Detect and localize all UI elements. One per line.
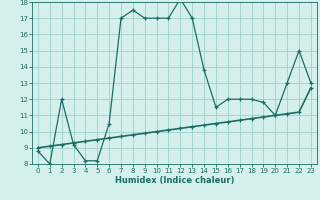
X-axis label: Humidex (Indice chaleur): Humidex (Indice chaleur): [115, 176, 234, 185]
